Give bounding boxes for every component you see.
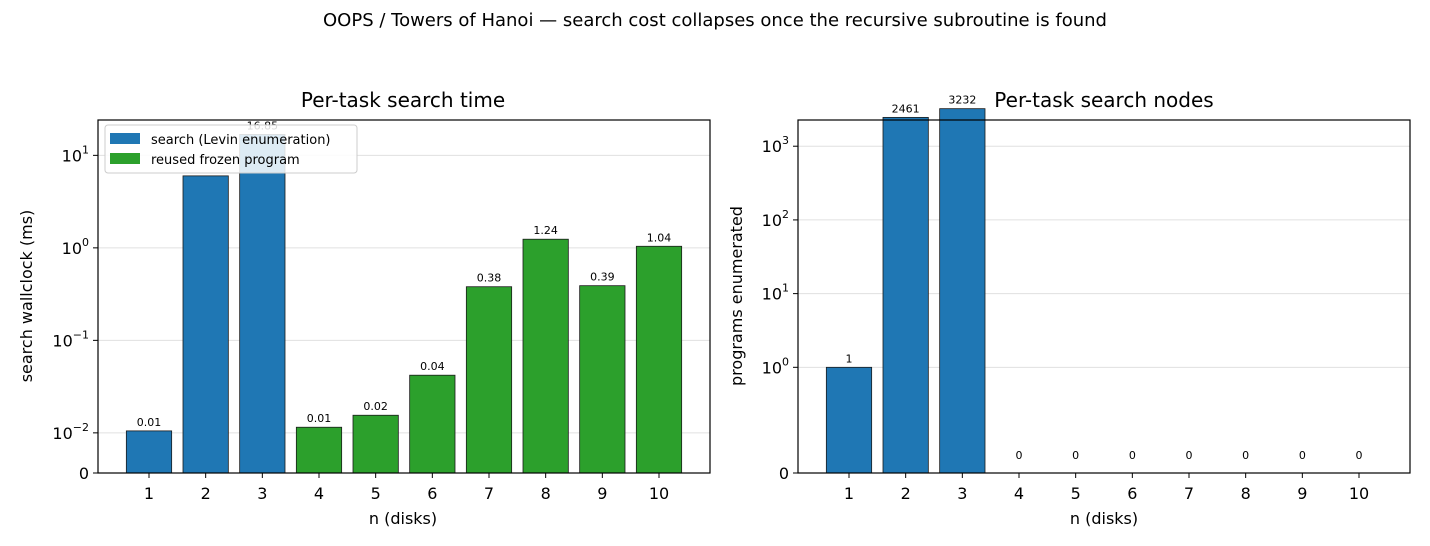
data-label: 2461 [892, 102, 920, 115]
data-label: 0 [1186, 449, 1193, 462]
data-label: 0 [1129, 449, 1136, 462]
y-tick-label: 10−1 [52, 328, 89, 350]
x-tick-label: 9 [597, 484, 607, 503]
data-label: 0.02 [363, 400, 388, 413]
bar-reused [522, 238, 569, 474]
y-axis-label: programs enumerated [727, 206, 746, 386]
bar-search [882, 116, 929, 474]
y-tick-label: 100 [762, 355, 789, 377]
x-tick-label: 6 [427, 484, 437, 503]
x-tick-label: 9 [1297, 484, 1307, 503]
panel-title: Per-task search nodes [994, 88, 1213, 112]
x-axis-label: n (disks) [1070, 509, 1138, 528]
data-label: 0.38 [477, 272, 502, 285]
x-axis-label: n (disks) [369, 509, 437, 528]
x-tick-label: 1 [844, 484, 854, 503]
x-tick-label: 10 [1349, 484, 1369, 503]
data-label: 0.01 [137, 416, 162, 429]
x-tick-label: 2 [901, 484, 911, 503]
panel-title: Per-task search time [301, 88, 505, 112]
y-ticks: 0 100 101 102 103 [762, 134, 798, 483]
panel-search-time: Per-task search time n (disks) search wa… [17, 88, 711, 528]
x-tick-label: 3 [257, 484, 267, 503]
legend-box [104, 124, 358, 174]
x-tick-label: 5 [1071, 484, 1081, 503]
bar-reused [465, 286, 513, 474]
legend-swatch-reused [110, 153, 140, 164]
plot-frame [797, 119, 1411, 474]
x-tick-label: 5 [371, 484, 381, 503]
bar-reused [295, 426, 343, 474]
x-ticks: 1 2 3 4 5 6 7 8 9 10 [844, 473, 1369, 503]
data-label: 0 [1299, 449, 1306, 462]
bar-reused [352, 414, 399, 474]
x-tick-label: 10 [649, 484, 669, 503]
data-label: 0 [1356, 449, 1363, 462]
bar-search [825, 366, 873, 474]
data-labels: 1 2461 3232 0 0 0 0 0 0 0 [846, 94, 1363, 462]
y-tick-label: 101 [62, 143, 89, 165]
y-tick-label: 103 [762, 134, 789, 156]
y-tick-label: 100 [62, 236, 89, 258]
legend-label: reused frozen program [151, 153, 300, 168]
bar-reused [635, 245, 683, 474]
y-tick-label: 0 [779, 464, 789, 483]
data-label: 1 [846, 352, 853, 365]
bar-search [239, 133, 286, 474]
x-ticks: 1 2 3 4 5 6 7 8 9 10 [144, 473, 669, 503]
data-label: 0 [1242, 449, 1249, 462]
plot-frame [97, 119, 711, 474]
y-ticks: 0 10−2 10−1 100 101 [52, 143, 98, 483]
bar-reused [579, 285, 626, 474]
x-tick-label: 8 [1241, 484, 1251, 503]
bars [825, 108, 986, 474]
x-tick-label: 7 [1184, 484, 1194, 503]
y-tick-label: 101 [762, 282, 789, 304]
bar-search [939, 108, 986, 474]
x-tick-label: 2 [201, 484, 211, 503]
bars [125, 133, 683, 474]
y-tick-label: 0 [79, 464, 89, 483]
x-tick-label: 4 [1014, 484, 1024, 503]
data-label: 0.04 [420, 360, 445, 373]
legend: search (Levin enumeration) reused frozen … [104, 124, 358, 174]
data-label: 0 [1072, 449, 1079, 462]
y-tick-label: 102 [762, 208, 789, 230]
data-label: 1.24 [533, 224, 558, 237]
bar-search [125, 430, 173, 474]
legend-label: search (Levin enumeration) [151, 133, 331, 148]
legend-swatch-search [110, 133, 140, 144]
data-label: 0.01 [307, 412, 332, 425]
bar-search [182, 175, 229, 474]
y-tick-label: 10−2 [52, 421, 89, 443]
x-tick-label: 1 [144, 484, 154, 503]
data-label: 0 [1016, 449, 1023, 462]
data-labels: 0.0116.850.010.020.040.381.240.391.04 [137, 119, 672, 429]
x-tick-label: 6 [1127, 484, 1137, 503]
data-label: 3232 [948, 94, 976, 107]
x-tick-label: 8 [541, 484, 551, 503]
data-label: 1.04 [647, 231, 672, 244]
data-label: 0.39 [590, 271, 615, 284]
y-axis-label: search wallclock (ms) [17, 210, 36, 383]
panel-search-nodes: Per-task search nodes n (disks) programs… [727, 88, 1411, 528]
x-tick-label: 4 [314, 484, 324, 503]
x-tick-label: 3 [957, 484, 967, 503]
figure-suptitle: OOPS / Towers of Hanoi — search cost col… [323, 10, 1107, 31]
x-tick-label: 7 [484, 484, 494, 503]
bar-reused [409, 374, 456, 474]
